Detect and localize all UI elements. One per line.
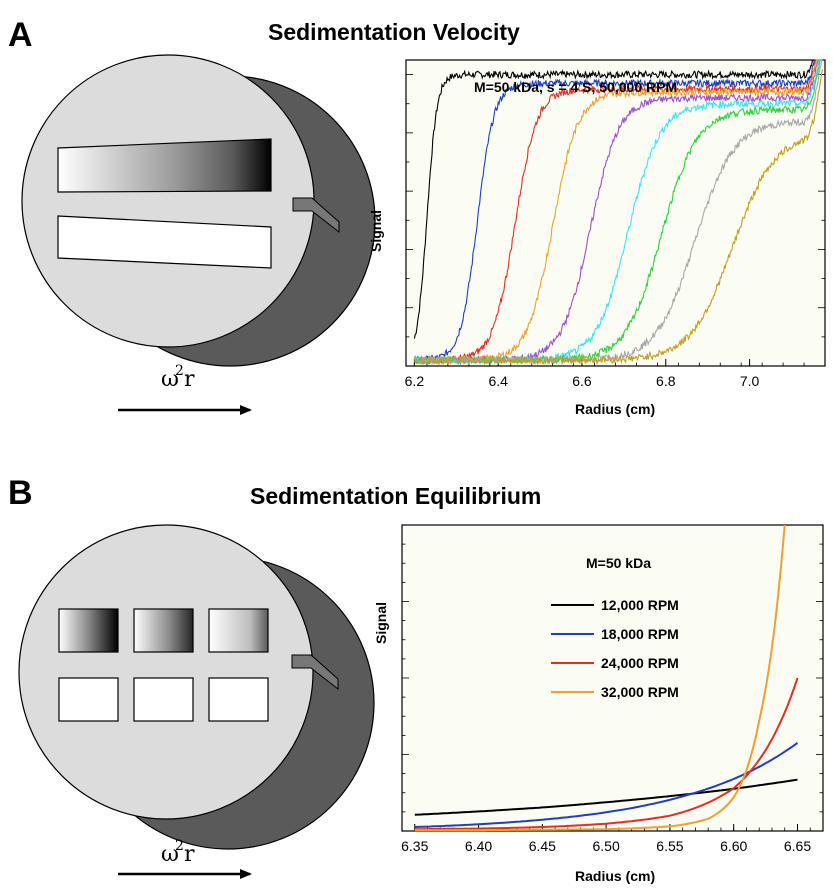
equilibrium-x-tick-label: 6.40 bbox=[465, 838, 492, 854]
equilibrium-x-axis-label: Radius (cm) bbox=[575, 868, 655, 884]
equilibrium-x-tick-label: 6.55 bbox=[656, 838, 683, 854]
equilibrium-series-line bbox=[414, 524, 786, 832]
equilibrium-series-line bbox=[414, 742, 799, 828]
reference-channel-2 bbox=[133, 677, 194, 722]
reference-sector bbox=[57, 215, 272, 269]
equilibrium-x-tick-label: 6.45 bbox=[529, 838, 556, 854]
centrifugal-field-label-b: ω 2 r bbox=[118, 838, 252, 879]
reference-channel-3 bbox=[208, 677, 269, 722]
equilibrium-x-tick-labels: 6.35 6.40 6.45 6.50 6.55 6.60 6.65 bbox=[401, 838, 811, 854]
panel-title-a: Sedimentation Velocity bbox=[268, 19, 520, 45]
fill-port-notch bbox=[292, 197, 340, 234]
cell-face-disc-b bbox=[18, 524, 314, 820]
sample-sector-gradient bbox=[57, 138, 272, 193]
omega-label-b: ω bbox=[161, 842, 179, 867]
reference-channel-1 bbox=[58, 677, 119, 722]
velocity-x-axis-label: Radius (cm) bbox=[575, 401, 655, 417]
rotor-cell-diagram-b bbox=[18, 524, 375, 850]
legend-label: 32,000 RPM bbox=[601, 684, 679, 700]
cell-face-disc bbox=[21, 54, 315, 348]
equilibrium-x-tick-label: 6.60 bbox=[720, 838, 747, 854]
equilibrium-chart: 6.35 6.40 6.45 6.50 6.55 6.60 6.65 M=50 kDa 12… bbox=[373, 524, 824, 884]
velocity-x-tick-label: 6.2 bbox=[405, 373, 425, 389]
velocity-x-tick-labels: 6.2 6.4 6.6 6.8 7.0 bbox=[405, 373, 760, 389]
velocity-x-tick-label: 6.6 bbox=[572, 373, 592, 389]
velocity-plot-frame bbox=[405, 59, 826, 367]
equilibrium-annotation: M=50 kDa bbox=[586, 555, 651, 571]
equilibrium-plot-frame bbox=[401, 524, 824, 832]
equilibrium-x-tick-label: 6.50 bbox=[592, 838, 619, 854]
equilibrium-x-tick-label: 6.65 bbox=[784, 838, 811, 854]
velocity-series-group bbox=[413, 59, 824, 366]
velocity-y-axis-label: Signal bbox=[368, 210, 384, 252]
omega-r-label: r bbox=[184, 367, 195, 392]
omega-r-label-b: r bbox=[184, 842, 195, 867]
velocity-x-tick-label: 6.8 bbox=[656, 373, 676, 389]
legend-label: 24,000 RPM bbox=[601, 655, 679, 671]
rotor-cell-diagram-a bbox=[21, 54, 376, 367]
equilibrium-y-axis-label: Signal bbox=[373, 602, 389, 644]
panel-title-b: Sedimentation Equilibrium bbox=[250, 483, 541, 509]
velocity-x-tick-label: 7.0 bbox=[740, 373, 760, 389]
velocity-chart: 6.2 6.4 6.6 6.8 7.0 M=50 kDa, s = 4 S, 50,00… bbox=[368, 59, 826, 417]
sample-channel-2 bbox=[133, 608, 194, 653]
legend-label: 18,000 RPM bbox=[601, 626, 679, 642]
velocity-annotation: M=50 kDa, s = 4 S, 50,000 RPM bbox=[474, 79, 677, 95]
velocity-series-line bbox=[413, 69, 824, 366]
sample-channel-1 bbox=[58, 608, 119, 653]
equilibrium-legend: 12,000 RPM 18,000 RPM 24,000 RPM 32,000 RPM bbox=[551, 597, 679, 700]
velocity-series-line bbox=[413, 59, 823, 366]
sample-channel-3 bbox=[208, 608, 269, 653]
velocity-series-line bbox=[413, 59, 823, 339]
omega-exponent: 2 bbox=[175, 363, 184, 379]
panel-letter-b: B bbox=[8, 474, 33, 512]
velocity-series-line bbox=[413, 59, 823, 365]
fill-port-notch-b bbox=[291, 654, 339, 691]
omega-exponent-b: 2 bbox=[175, 838, 184, 854]
legend-label: 12,000 RPM bbox=[601, 597, 679, 613]
equilibrium-series-group bbox=[414, 524, 799, 832]
equilibrium-x-tick-label: 6.35 bbox=[401, 838, 428, 854]
velocity-x-tick-label: 6.4 bbox=[488, 373, 508, 389]
omega-label: ω bbox=[161, 367, 179, 392]
velocity-series-line bbox=[413, 59, 823, 364]
equilibrium-series-line bbox=[414, 677, 799, 831]
centrifugal-field-label-a: ω 2 r bbox=[118, 363, 252, 415]
panel-letter-a: A bbox=[8, 16, 33, 54]
